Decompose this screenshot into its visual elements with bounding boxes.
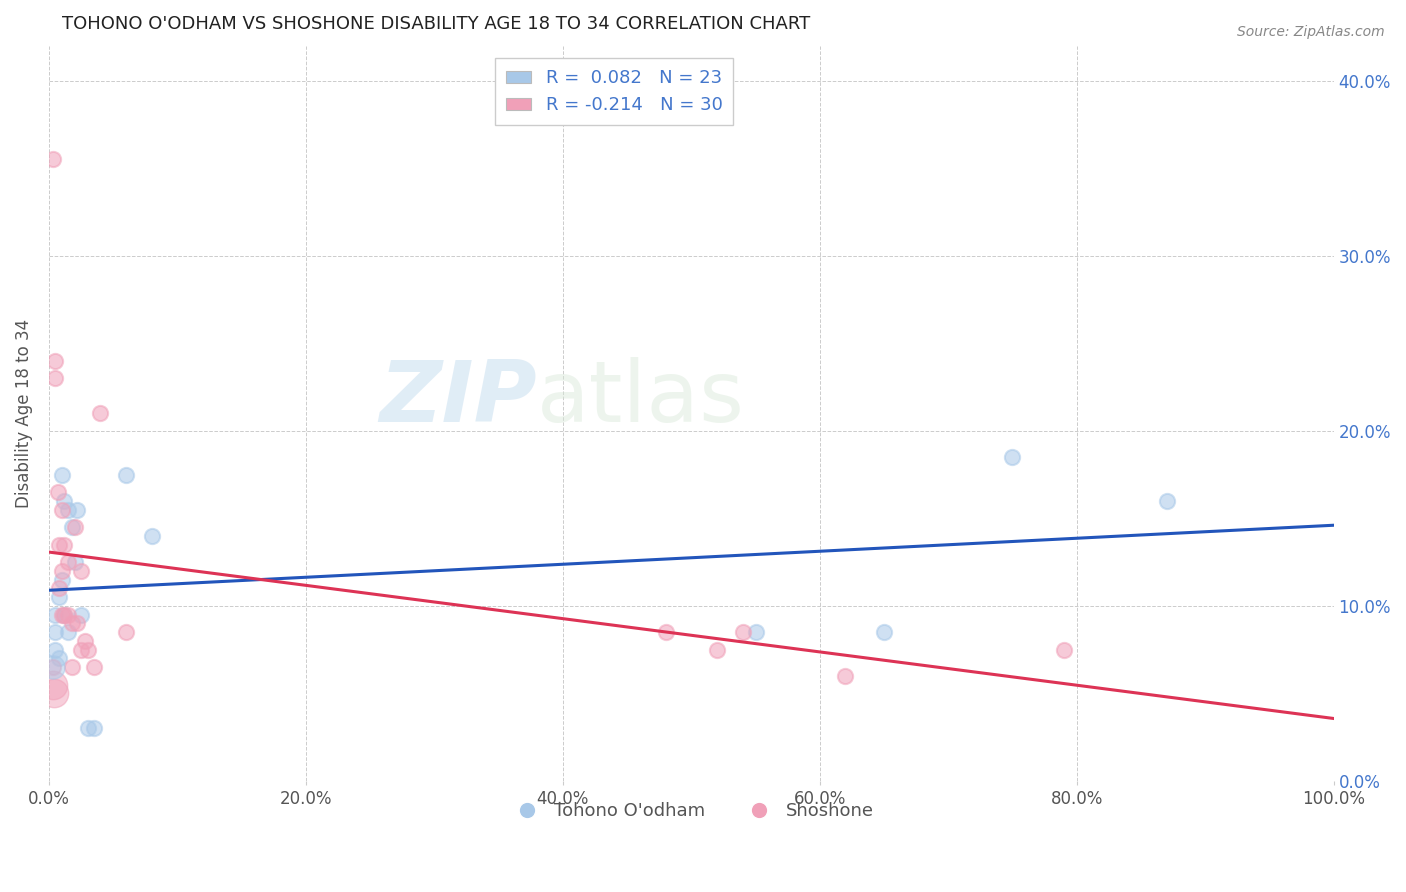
Point	[48, 538, 70, 552]
Point	[60, 616, 83, 631]
Point	[83, 722, 105, 736]
Point	[1001, 450, 1024, 464]
Point	[46, 485, 69, 500]
Point	[654, 625, 676, 640]
Point	[66, 502, 89, 516]
Point	[53, 538, 76, 552]
Point	[44, 642, 66, 657]
Point	[58, 607, 80, 622]
Point	[834, 669, 856, 683]
Point	[73, 634, 96, 648]
Point	[60, 660, 83, 674]
Point	[731, 625, 754, 640]
Point	[44, 625, 66, 640]
Point	[42, 678, 65, 692]
Text: TOHONO O'ODHAM VS SHOSHONE DISABILITY AGE 18 TO 34 CORRELATION CHART: TOHONO O'ODHAM VS SHOSHONE DISABILITY AG…	[62, 15, 810, 33]
Point	[44, 371, 66, 385]
Point	[83, 660, 105, 674]
Point	[89, 406, 111, 420]
Point	[70, 642, 93, 657]
Point	[48, 590, 70, 604]
Point	[744, 625, 766, 640]
Point	[60, 520, 83, 534]
Point	[53, 607, 76, 622]
Legend: Tohono O'odham, Shoshone: Tohono O'odham, Shoshone	[502, 795, 882, 827]
Point	[42, 660, 65, 674]
Point	[53, 494, 76, 508]
Point	[1156, 494, 1178, 508]
Y-axis label: Disability Age 18 to 34: Disability Age 18 to 34	[15, 318, 32, 508]
Point	[51, 607, 73, 622]
Point	[42, 660, 65, 674]
Point	[58, 502, 80, 516]
Point	[42, 686, 65, 700]
Point	[51, 502, 73, 516]
Point	[42, 153, 65, 167]
Point	[63, 520, 86, 534]
Point	[48, 582, 70, 596]
Point	[51, 467, 73, 482]
Point	[115, 625, 138, 640]
Point	[873, 625, 896, 640]
Point	[76, 722, 98, 736]
Point	[70, 564, 93, 578]
Point	[115, 467, 138, 482]
Point	[76, 642, 98, 657]
Point	[63, 555, 86, 569]
Point	[44, 353, 66, 368]
Point	[706, 642, 728, 657]
Point	[66, 616, 89, 631]
Text: ZIP: ZIP	[380, 357, 537, 440]
Text: atlas: atlas	[537, 357, 745, 440]
Text: Source: ZipAtlas.com: Source: ZipAtlas.com	[1237, 25, 1385, 39]
Point	[51, 573, 73, 587]
Point	[58, 625, 80, 640]
Point	[48, 651, 70, 665]
Point	[51, 564, 73, 578]
Point	[141, 529, 163, 543]
Point	[53, 607, 76, 622]
Point	[44, 607, 66, 622]
Point	[70, 607, 93, 622]
Point	[1053, 642, 1076, 657]
Point	[58, 555, 80, 569]
